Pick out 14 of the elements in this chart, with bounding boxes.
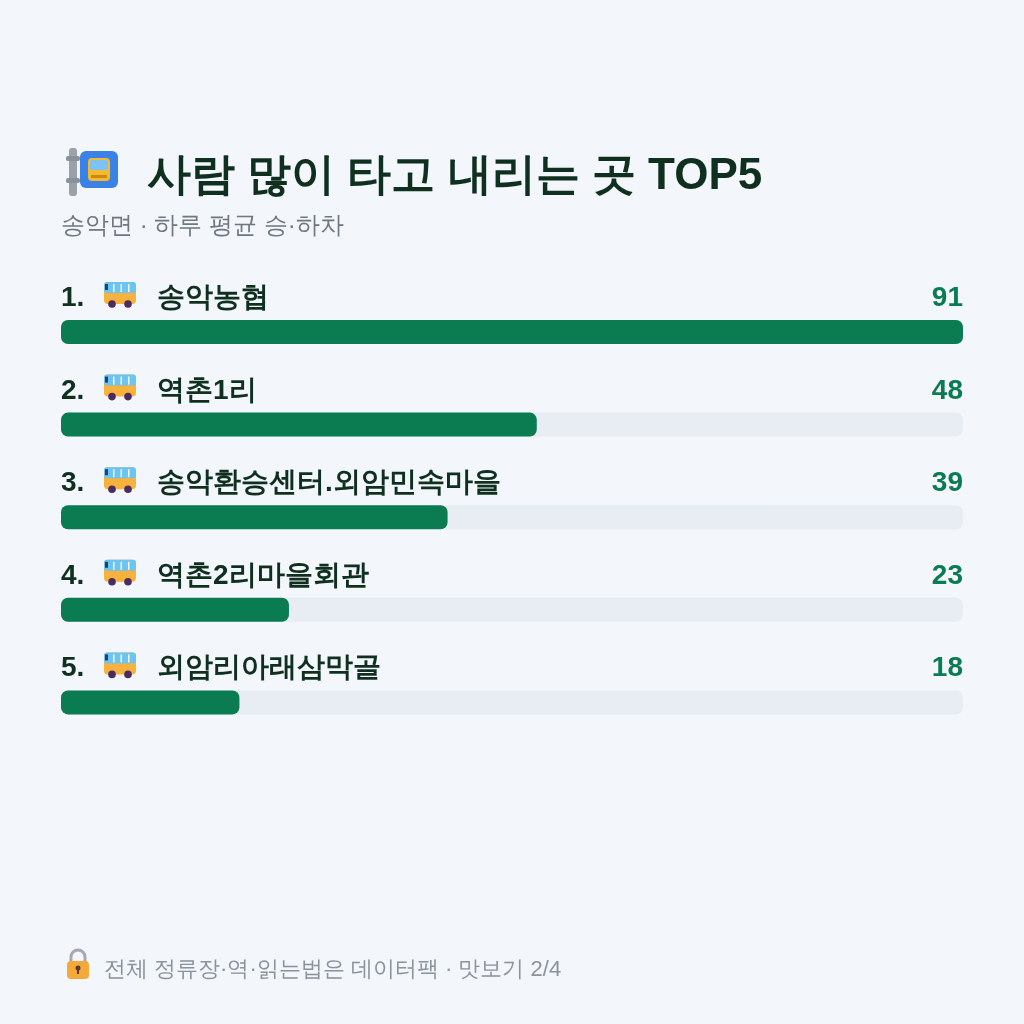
chart-subtitle: 송악면 · 하루 평균 승·하차 [61,211,344,238]
category-label: 4. 역촌2리마을회관 [61,558,369,590]
bar [61,690,240,715]
text: 전체 정류장·역·읽는법은 데이터팩 · 맛보기 2/4 [104,956,562,981]
data-label: 18 [931,651,963,683]
category-label: 5. 외암리아래삼막골 [61,651,381,683]
data-label: 91 [931,281,963,312]
category-label: 2. 역촌1리 [61,373,257,405]
data-label: 48 [931,373,963,405]
category-label: 1. 송악농협 [61,281,269,312]
chart-title: 사람 많이 타고 내리는 곳 TOP5 [147,149,763,198]
data-label: 39 [931,466,963,498]
data-label: 23 [931,558,963,590]
category-label: 3. 송악환승센터.외암민속마을 [61,466,501,498]
